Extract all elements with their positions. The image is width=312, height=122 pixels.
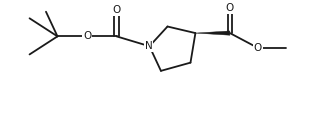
Text: O: O: [83, 31, 91, 41]
Text: O: O: [254, 43, 262, 53]
Polygon shape: [195, 31, 230, 35]
Text: O: O: [226, 3, 234, 13]
Text: N: N: [145, 41, 153, 51]
Text: O: O: [112, 5, 121, 15]
